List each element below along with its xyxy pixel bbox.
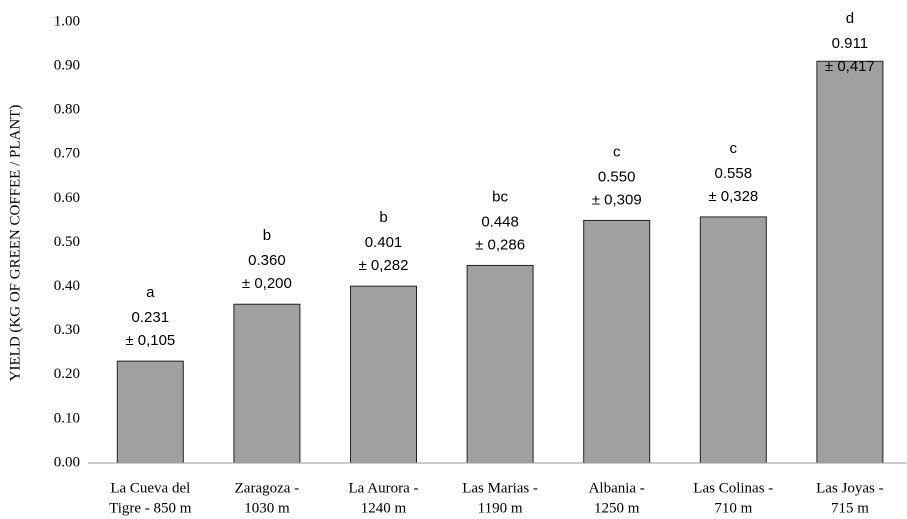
value-label: 0.448 <box>481 213 519 230</box>
y-tick-label: 0.40 <box>54 278 80 294</box>
bar <box>816 60 884 464</box>
y-tick-label: 0.50 <box>54 234 80 250</box>
y-tick-label: 0.80 <box>54 102 80 118</box>
error-label: ± 0,105 <box>125 332 175 349</box>
group-label: c <box>613 143 621 160</box>
y-tick-label: 0.10 <box>54 410 80 426</box>
group-label: bc <box>492 188 508 205</box>
y-tick-label: 0.60 <box>54 190 80 206</box>
x-tick-label: Albania - <box>589 480 645 496</box>
y-tick-label: 0.20 <box>54 366 80 382</box>
error-label: ± 0,417 <box>825 58 875 75</box>
value-label: 0.558 <box>715 165 753 182</box>
error-label: ± 0,309 <box>592 191 642 208</box>
y-axis-title: YIELD (KG OF GREEN COFFEE / PLANT) <box>7 105 23 382</box>
x-tick-label: 1240 m <box>361 500 407 516</box>
error-label: ± 0,328 <box>708 188 758 205</box>
error-label: ± 0,200 <box>242 275 292 292</box>
x-tick-label: Las Marias - <box>462 480 538 496</box>
group-label: a <box>146 284 155 301</box>
value-label: 0.231 <box>132 309 170 326</box>
x-tick-label: La Aurora - <box>349 480 419 496</box>
y-tick-label: 0.00 <box>54 454 80 470</box>
y-tick-label: 1.00 <box>54 13 80 29</box>
bar <box>699 216 767 464</box>
bar <box>350 285 417 464</box>
x-tick-label: 710 m <box>714 500 752 516</box>
y-tick-label: 0.90 <box>54 58 80 74</box>
error-label: ± 0,286 <box>475 236 525 253</box>
value-label: 0.911 <box>832 35 868 52</box>
group-label: c <box>730 140 738 157</box>
value-label: 0.550 <box>598 168 636 185</box>
bar <box>466 264 534 464</box>
x-tick-label: Las Joyas - <box>816 480 884 496</box>
bar <box>116 360 184 464</box>
x-tick-label: 715 m <box>831 500 869 516</box>
bar <box>583 219 651 464</box>
y-tick-label: 0.30 <box>54 322 80 338</box>
value-label: 0.401 <box>365 234 403 251</box>
x-tick-label: 1190 m <box>478 500 523 516</box>
x-tick-label: 1030 m <box>244 500 290 516</box>
bar <box>233 303 301 464</box>
x-tick-label: 1250 m <box>594 500 640 516</box>
x-tick-label: Tigre - 850 m <box>109 500 192 516</box>
group-label: b <box>379 209 387 226</box>
error-label: ± 0,282 <box>359 257 409 274</box>
x-tick-label: Zaragoza - <box>235 480 300 496</box>
group-label: b <box>263 227 271 244</box>
y-tick-label: 0.70 <box>54 146 80 162</box>
group-label: d <box>846 10 854 27</box>
x-tick-label: Las Colinas - <box>693 480 773 496</box>
x-tick-label: La Cueva del <box>110 480 190 496</box>
value-label: 0.360 <box>248 252 286 269</box>
